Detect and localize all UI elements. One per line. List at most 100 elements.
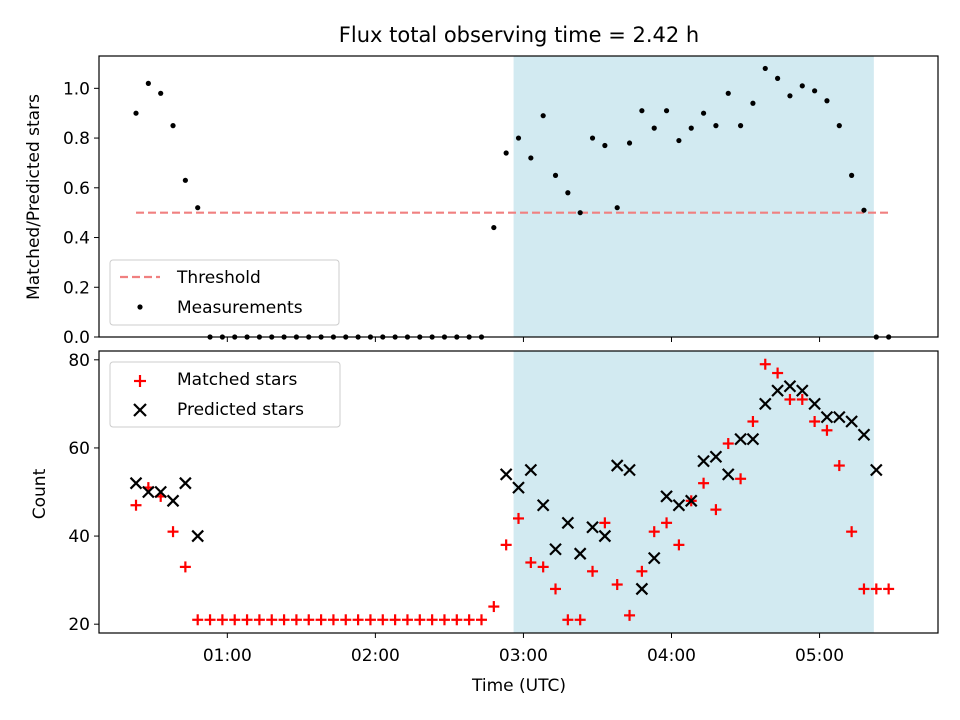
- data-point: [673, 539, 685, 551]
- data-point: [451, 614, 463, 626]
- data-point: [573, 547, 587, 560]
- data-point: [589, 135, 596, 141]
- data-point: [858, 583, 870, 595]
- data-point: [536, 498, 550, 512]
- legend-matched-label: Matched stars: [177, 370, 297, 390]
- x-tick-label: 03:00: [499, 646, 548, 666]
- data-point: [660, 490, 673, 503]
- data-point: [574, 614, 586, 626]
- data-point: [154, 485, 167, 499]
- count-legend-box: [109, 361, 341, 428]
- data-point: [861, 207, 867, 213]
- data-point: [170, 123, 176, 129]
- data-point: [315, 614, 327, 626]
- data-point: [229, 614, 241, 626]
- x-tick-label: 05:00: [795, 646, 844, 666]
- data-point: [676, 137, 682, 144]
- data-point: [438, 614, 450, 626]
- axes-frame: [98, 55, 939, 338]
- data-point: [561, 516, 575, 530]
- y-tick-label: 1.0: [63, 79, 90, 99]
- data-point: [414, 614, 426, 626]
- data-point: [614, 205, 620, 211]
- data-point: [772, 367, 784, 379]
- data-point: [713, 123, 719, 129]
- data-point: [475, 614, 487, 626]
- data-point: [833, 460, 845, 472]
- legend-measurements-label: Measurements: [177, 298, 303, 318]
- data-point: [587, 565, 599, 577]
- data-point: [182, 177, 188, 183]
- data-point: [191, 529, 204, 543]
- data-point: [488, 601, 500, 613]
- data-point: [528, 155, 534, 161]
- data-point: [771, 384, 784, 397]
- data-point: [549, 543, 562, 556]
- data-point: [401, 614, 413, 626]
- data-point: [737, 123, 744, 129]
- data-point: [133, 110, 139, 116]
- top-y-axis-label: Matched/Predicted stars: [24, 94, 44, 300]
- data-point: [179, 561, 191, 573]
- data-point: [808, 397, 821, 411]
- data-point: [809, 416, 821, 427]
- data-point: [762, 65, 768, 72]
- data-point: [303, 614, 315, 626]
- data-point: [639, 108, 645, 114]
- data-point: [709, 450, 723, 464]
- data-point: [142, 485, 155, 499]
- data-point: [540, 113, 546, 119]
- y-tick-label: 60: [68, 439, 90, 459]
- data-point: [266, 614, 278, 626]
- data-point: [698, 477, 710, 489]
- data-point: [672, 498, 686, 512]
- data-point: [796, 384, 809, 397]
- shaded-span: [513, 56, 874, 337]
- chart-title: Flux total observing time = 2.42 h: [339, 23, 699, 47]
- series-predicted-stars: [129, 379, 883, 596]
- data-point: [636, 565, 648, 577]
- data-point: [697, 454, 710, 468]
- data-point: [688, 125, 694, 131]
- data-point: [179, 476, 192, 490]
- data-point: [552, 172, 559, 178]
- data-point: [389, 614, 401, 626]
- data-point: [611, 579, 623, 591]
- data-point: [812, 88, 818, 94]
- data-point: [820, 410, 834, 424]
- y-tick-label: 80: [68, 351, 90, 371]
- data-point: [750, 100, 756, 106]
- data-point: [821, 424, 833, 436]
- y-tick-label: 0.2: [63, 278, 90, 298]
- data-point: [327, 614, 339, 626]
- data-point: [216, 614, 228, 626]
- data-point: [722, 438, 734, 450]
- data-point: [747, 416, 759, 427]
- data-point: [577, 210, 583, 216]
- data-point: [340, 614, 352, 626]
- y-tick-label: 0.4: [63, 229, 90, 249]
- bottom-y-axis-label: Count: [30, 468, 50, 519]
- data-point: [241, 614, 253, 626]
- data-point: [426, 614, 438, 626]
- data-point: [651, 125, 657, 131]
- series-measurements: [133, 65, 892, 340]
- x-axis-label: Time (UTC): [471, 676, 566, 696]
- data-point: [796, 393, 808, 405]
- data-point: [647, 551, 661, 565]
- data-point: [525, 557, 537, 568]
- data-point: [721, 468, 735, 481]
- data-point: [158, 90, 164, 96]
- data-point: [602, 142, 608, 149]
- data-point: [870, 463, 883, 477]
- data-point: [610, 459, 624, 472]
- data-point: [145, 80, 151, 86]
- data-point: [787, 93, 793, 99]
- y-tick-label: 20: [68, 615, 90, 635]
- data-point: [499, 468, 513, 481]
- data-point: [710, 504, 722, 516]
- data-point: [700, 110, 707, 116]
- data-point: [775, 75, 781, 81]
- data-point: [512, 481, 525, 494]
